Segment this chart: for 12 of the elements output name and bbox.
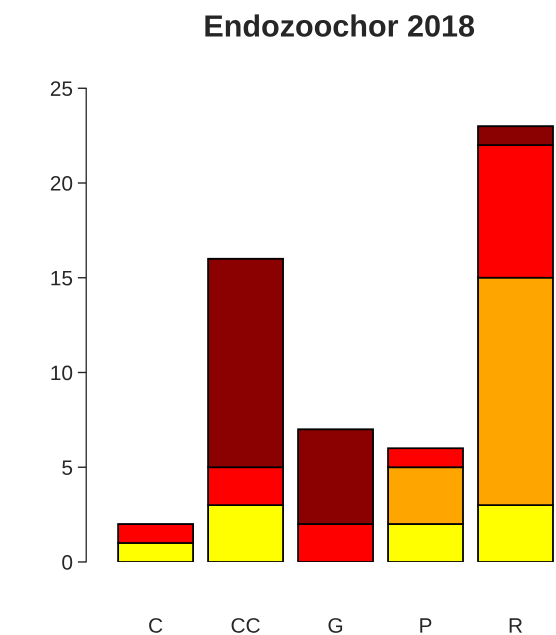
x-tick-label: CC — [232, 618, 260, 633]
y-tick-label: 20 — [50, 176, 72, 191]
x-tick-label: G — [328, 618, 342, 633]
x-tick-label: R — [510, 618, 522, 633]
x-tick-label: C — [149, 618, 162, 633]
y-tick-label: 0 — [62, 554, 72, 570]
y-tick-label: 15 — [51, 270, 72, 286]
chart-title: Endozoochor 2018 — [205, 14, 474, 37]
y-tick-label: 5 — [62, 460, 72, 475]
y-tick-label: 25 — [50, 81, 72, 96]
y-tick-label: 10 — [51, 365, 72, 380]
x-tick-label: P — [420, 618, 432, 633]
